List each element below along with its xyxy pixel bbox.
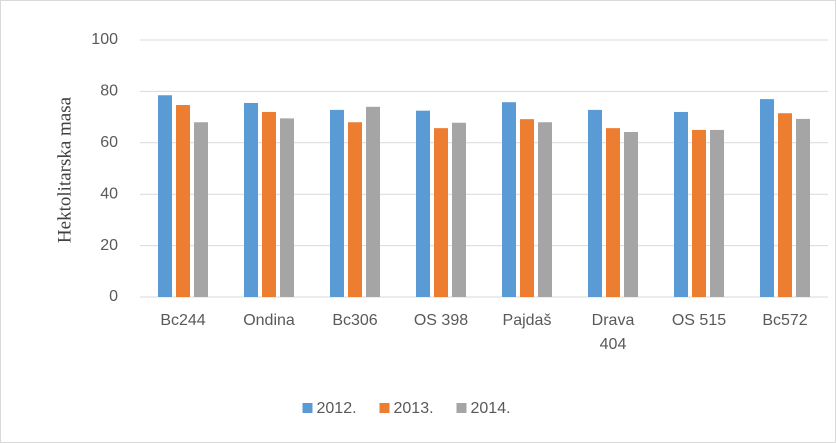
legend-swatch (379, 403, 390, 413)
bar (158, 95, 172, 297)
y-tick-label: 100 (91, 31, 118, 48)
bar (674, 111, 688, 298)
legend-label: 2012. (317, 400, 357, 417)
x-tick-label: Bc306 (332, 312, 378, 329)
y-axis-title: Hektolitarska masa (54, 96, 75, 243)
bar (244, 102, 258, 297)
x-tick-label: Pajdaš (502, 312, 552, 329)
y-tick-label: 60 (100, 134, 118, 151)
bar (502, 102, 516, 297)
bar (588, 109, 602, 298)
bar (710, 129, 724, 297)
x-tick-label: OS 398 (413, 312, 469, 329)
bar (262, 111, 276, 298)
bar (280, 118, 294, 297)
bar (366, 106, 380, 297)
bar (416, 110, 430, 297)
legend-swatch (302, 403, 313, 413)
bar (348, 122, 362, 298)
bar (606, 128, 620, 297)
bar (778, 113, 792, 298)
y-tick-label: 80 (100, 83, 118, 100)
bar (452, 122, 466, 297)
bar (176, 105, 190, 297)
bar (520, 119, 534, 297)
bar (760, 99, 774, 297)
x-tick-label: OS 515 (671, 312, 727, 329)
bar (796, 118, 810, 297)
x-tick-label: Ondina (243, 312, 295, 329)
y-tick-label: 20 (100, 237, 118, 254)
x-tick-label: Drava 404 (591, 312, 635, 353)
y-tick-label: 0 (109, 288, 118, 305)
bar (194, 122, 208, 298)
legend-swatch (456, 403, 467, 413)
x-tick-label: Bc572 (762, 312, 808, 329)
bar (434, 128, 448, 297)
bar (692, 129, 706, 297)
bar (330, 109, 344, 298)
bar (538, 122, 552, 298)
x-tick-label: Bc244 (160, 312, 206, 329)
legend-label: 2013. (394, 400, 434, 417)
bar (624, 132, 638, 297)
y-tick-label: 40 (100, 185, 118, 202)
legend-label: 2014. (471, 400, 511, 417)
